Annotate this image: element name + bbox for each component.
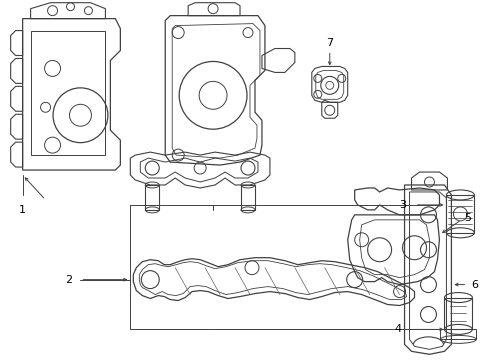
Text: 3: 3 [399, 200, 406, 210]
Bar [444, 298, 472, 329]
Text: 2: 2 [65, 275, 72, 285]
Bar [446, 195, 474, 233]
Text: 1: 1 [19, 205, 26, 215]
Text: 7: 7 [326, 37, 333, 48]
Bar [145, 185, 159, 210]
Text: 6: 6 [471, 280, 478, 289]
Text: 4: 4 [394, 324, 401, 334]
Bar [30, 31, 105, 155]
Bar [241, 185, 255, 210]
Text: 5: 5 [464, 213, 471, 223]
